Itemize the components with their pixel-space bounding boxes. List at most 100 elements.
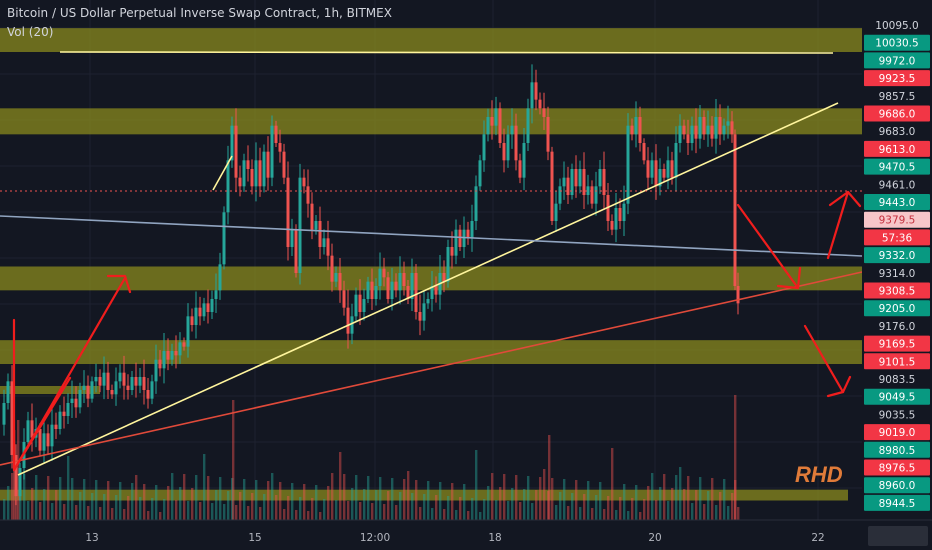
candle (598, 169, 602, 187)
volume-bar (691, 503, 694, 520)
candle (198, 307, 202, 317)
candle (350, 316, 354, 334)
volume-bar (383, 504, 386, 520)
volume-bar (247, 506, 250, 520)
candle (610, 221, 614, 230)
volume-bar (737, 507, 740, 520)
volume-bar (199, 502, 202, 520)
candle (490, 117, 494, 126)
price-label: 8960.0 (879, 480, 916, 492)
candle (214, 290, 218, 299)
candle (206, 303, 210, 312)
volume-bar (387, 491, 390, 520)
time-tick: 15 (248, 532, 261, 544)
volume-bar (591, 508, 594, 520)
candle (66, 403, 70, 416)
volume-bar (467, 511, 470, 520)
price-axis: 10095.0 10030.5 9972.0 9923.5 9857.5 9686.0 96… (862, 0, 932, 520)
volume-bar (475, 450, 478, 520)
candle (654, 160, 658, 187)
candle (298, 177, 302, 273)
volume-bar (395, 505, 398, 520)
volume-bar (719, 492, 722, 520)
price-label-bg (864, 247, 930, 264)
down-arrow-final (803, 324, 845, 394)
volume-bar (67, 456, 70, 520)
volume-bar (731, 493, 734, 520)
candle (210, 299, 214, 312)
volume-bar (734, 480, 737, 520)
volume-bar (187, 501, 190, 520)
price-label: 9923.5 (879, 73, 916, 85)
volume-bar (79, 492, 82, 520)
volume-bar (535, 490, 538, 520)
volume-bar (155, 485, 158, 520)
candle (382, 268, 386, 278)
volume-bar (667, 501, 670, 520)
volume-bar (459, 497, 462, 520)
volume-bar (91, 493, 94, 520)
volume-bar (707, 491, 710, 520)
volume-bar (299, 497, 302, 520)
candle (678, 125, 682, 143)
candle (26, 420, 30, 442)
zone-0 (0, 28, 862, 52)
candle (378, 268, 382, 286)
candle (162, 351, 166, 369)
candle (282, 151, 286, 178)
volume-bar (17, 420, 20, 520)
candle (118, 372, 122, 382)
volume-bar (287, 496, 290, 520)
volume-bar (167, 486, 170, 520)
price-label-bg (864, 459, 930, 476)
volume-bar (7, 486, 10, 520)
candle (486, 117, 490, 135)
price-label-bg (864, 70, 930, 87)
volume-bar (483, 499, 486, 520)
price-label: 9613.0 (879, 144, 916, 156)
candle (46, 433, 50, 447)
volume-bar (371, 503, 374, 520)
volume-bar (163, 499, 166, 520)
grid (0, 0, 862, 520)
volume-bar (695, 490, 698, 520)
volume-bar (463, 484, 466, 520)
price-label-bg (864, 388, 930, 405)
volume-bar (451, 483, 454, 520)
candle (82, 385, 86, 390)
volume-bar (635, 485, 638, 520)
candle (522, 143, 526, 178)
time-tick: 12:00 (360, 532, 390, 544)
candle (186, 316, 190, 347)
volume-bar (607, 496, 610, 520)
volume-bar (595, 495, 598, 520)
volume-bar (251, 493, 254, 520)
volume-bar (211, 503, 214, 520)
candle (318, 221, 322, 247)
volume-bar (519, 502, 522, 520)
candle (394, 281, 398, 291)
candle (630, 125, 634, 135)
volume-bar (655, 500, 658, 520)
volume-bar (13, 430, 16, 520)
candle (410, 273, 414, 299)
trend-lines (0, 51, 863, 476)
volume-bar (135, 475, 138, 520)
volume-bar (539, 477, 542, 520)
candle (142, 377, 146, 390)
volume-bar (63, 504, 66, 520)
volume-bar (503, 474, 506, 520)
volume-bar (335, 500, 338, 520)
volume-bar (311, 498, 314, 520)
volume-bar (359, 502, 362, 520)
candle (514, 125, 518, 161)
volume-bar (255, 480, 258, 520)
candle (334, 273, 338, 282)
candle (6, 381, 10, 403)
candle (330, 255, 334, 282)
volume-bar (548, 435, 551, 520)
candle (590, 186, 594, 204)
price-label-bg (864, 52, 930, 69)
candle (470, 221, 474, 239)
